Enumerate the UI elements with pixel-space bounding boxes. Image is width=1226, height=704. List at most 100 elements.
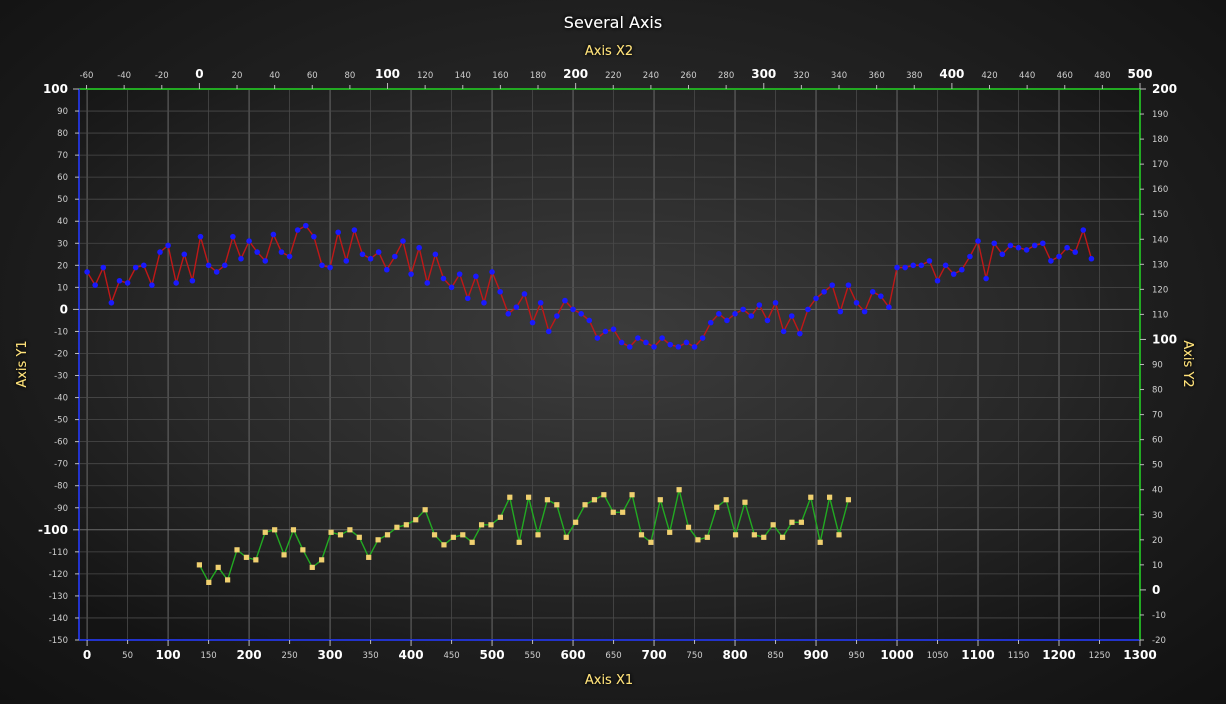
series-2-point bbox=[422, 507, 428, 513]
series-2-point bbox=[817, 539, 823, 545]
series-1-point bbox=[92, 282, 98, 288]
series-2-point bbox=[262, 529, 268, 535]
series-1-point bbox=[594, 335, 601, 341]
axis-y1-tick-label: 10 bbox=[57, 283, 68, 293]
series-2-point bbox=[629, 492, 635, 498]
series-2-point bbox=[516, 539, 522, 545]
series-1-point bbox=[1080, 227, 1087, 233]
series-2-point bbox=[582, 502, 588, 508]
series-1-point bbox=[772, 299, 779, 306]
series-2-point bbox=[751, 532, 757, 538]
series-2-point bbox=[488, 522, 494, 528]
axis-y1-tick-label: 40 bbox=[57, 217, 68, 227]
series-1-point bbox=[918, 262, 925, 269]
series-1-point bbox=[1031, 242, 1038, 249]
series-2-point bbox=[337, 532, 344, 538]
axis-y1-tick-label: -40 bbox=[54, 394, 68, 404]
series-1-point bbox=[400, 238, 406, 244]
series-1-point bbox=[732, 311, 738, 317]
series-1-point bbox=[675, 344, 682, 350]
series-1-point bbox=[181, 251, 188, 258]
series-1-point bbox=[626, 344, 633, 350]
axis-x2-tick-label: 80 bbox=[344, 71, 355, 81]
series-1-point bbox=[424, 280, 431, 286]
series-1-point bbox=[554, 313, 560, 319]
series-1-point bbox=[173, 280, 179, 286]
series-1-point bbox=[254, 249, 260, 255]
axis-y2-tick-label: 60 bbox=[1152, 436, 1163, 446]
chart-title: Several Axis bbox=[564, 13, 662, 32]
series-1-point bbox=[991, 240, 998, 247]
series-2-point bbox=[225, 577, 231, 583]
series-1-point bbox=[497, 288, 503, 295]
axis-y2-tick-label: 170 bbox=[1152, 160, 1168, 170]
series-1-point bbox=[278, 249, 285, 255]
series-1-point bbox=[489, 269, 495, 275]
series-1-point bbox=[513, 304, 520, 310]
axis-x1-tick-label: 1150 bbox=[1008, 651, 1030, 661]
axis-x2-tick-label: -40 bbox=[117, 71, 131, 81]
series-2-point bbox=[591, 497, 598, 503]
series-1-point bbox=[659, 335, 665, 341]
series-1-point bbox=[197, 233, 204, 240]
axis-x2-tick-label: 380 bbox=[906, 71, 922, 81]
axis-x1-tick-label: 100 bbox=[156, 648, 181, 662]
series-1-point bbox=[788, 313, 795, 319]
series-1-point bbox=[869, 288, 876, 295]
axes-layer: 0 100 200 300 400 500 600 700 800 900 1000 1100 1200… bbox=[38, 67, 1177, 662]
series-1-point bbox=[327, 264, 333, 271]
series-1-point bbox=[238, 255, 244, 262]
axis-y1-tick-label: 20 bbox=[57, 261, 68, 271]
series-1-point bbox=[886, 304, 892, 310]
axis-x2-tick-label: 280 bbox=[718, 71, 734, 81]
series-2-point bbox=[704, 534, 710, 540]
axis-x2-tick-label: 120 bbox=[417, 71, 433, 81]
series-2-point bbox=[347, 527, 353, 533]
series-1-point bbox=[545, 328, 552, 335]
series-1-point bbox=[521, 291, 528, 297]
series-1-point bbox=[805, 306, 811, 313]
axis-y2-tick-label: 110 bbox=[1152, 310, 1168, 320]
axis-x2-tick-label: 0 bbox=[195, 67, 203, 81]
series-1-point bbox=[1072, 249, 1079, 255]
series-1-point bbox=[1064, 244, 1070, 251]
series-2-point bbox=[827, 494, 833, 500]
axis-x1-tick-label: 150 bbox=[200, 651, 216, 661]
axis-y1-tick-label: -20 bbox=[54, 349, 68, 359]
series-2-point bbox=[535, 532, 541, 538]
series-1-point bbox=[383, 266, 390, 273]
series-2-point bbox=[319, 557, 325, 563]
series-1-point bbox=[959, 266, 965, 273]
series-1-point bbox=[894, 264, 900, 271]
series-1-point bbox=[983, 275, 989, 282]
series-1-point bbox=[829, 282, 836, 288]
axis-x1-tick-label: 0 bbox=[83, 648, 91, 662]
series-2-point bbox=[610, 509, 616, 515]
axis-y2-tick-label: 180 bbox=[1152, 135, 1168, 145]
series-1-point bbox=[975, 238, 981, 244]
axis-x2-tick-label: 360 bbox=[869, 71, 885, 81]
axis-x2-tick-label: 420 bbox=[981, 71, 997, 81]
series-2-point bbox=[761, 534, 767, 540]
series-1-point bbox=[221, 262, 228, 269]
series-1-point bbox=[529, 319, 536, 326]
series-2-point bbox=[309, 564, 315, 570]
series-1-point bbox=[586, 317, 593, 324]
series-1-point bbox=[230, 233, 236, 240]
axis-x2-tick-label: 160 bbox=[492, 71, 508, 81]
series-2-point bbox=[403, 522, 409, 528]
series-1-point bbox=[950, 271, 957, 277]
series-2-point bbox=[356, 534, 362, 540]
axis-x1-tick-label: 850 bbox=[767, 651, 783, 661]
axis-x2-tick-label: 100 bbox=[375, 67, 400, 81]
series-2-point bbox=[478, 522, 485, 528]
axis-y1-tick-label: -70 bbox=[54, 460, 68, 470]
series-1-point bbox=[392, 253, 398, 260]
series-1-point bbox=[343, 258, 350, 264]
series-1-point bbox=[149, 282, 155, 288]
series-1-point bbox=[570, 306, 576, 313]
axis-y1-tick-label: 80 bbox=[57, 129, 68, 139]
series-2-point bbox=[676, 487, 682, 493]
axis-x1-tick-label: 750 bbox=[686, 651, 702, 661]
axis-y1-label: Axis Y1 bbox=[15, 340, 30, 387]
